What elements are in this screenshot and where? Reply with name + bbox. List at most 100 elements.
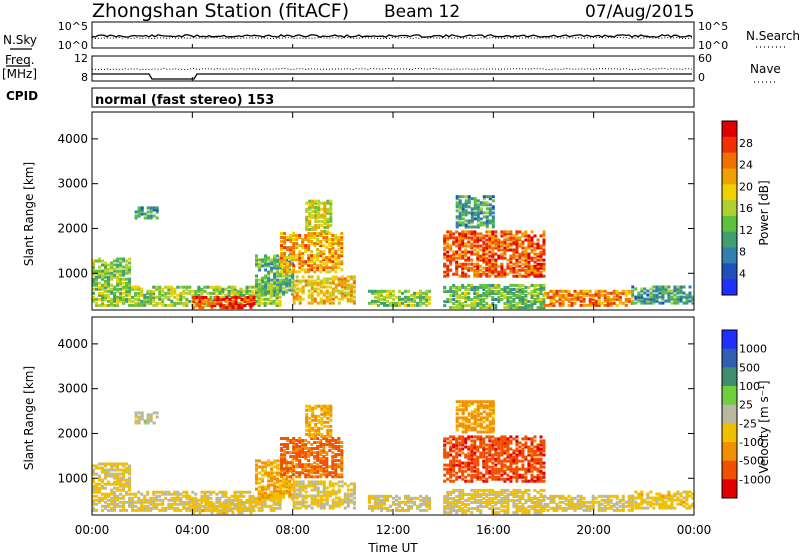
power-cell	[137, 208, 141, 212]
power-cell	[119, 273, 123, 277]
power-cell	[328, 299, 332, 303]
power-cell	[295, 291, 299, 295]
power-cell	[307, 240, 311, 243]
power-cell	[295, 283, 299, 287]
velocity-cell	[176, 508, 180, 512]
velocity-cell	[222, 505, 226, 509]
power-cell	[621, 291, 625, 295]
power-cell	[255, 288, 258, 292]
power-cell	[497, 238, 501, 242]
power-cell	[591, 295, 595, 299]
power-cell	[304, 268, 308, 272]
power-cell	[497, 290, 501, 293]
power-cell	[631, 289, 635, 293]
power-cell	[461, 213, 465, 217]
velocity-cell	[473, 501, 477, 504]
velocity-cell	[512, 467, 516, 471]
velocity-cell	[152, 421, 156, 425]
power-cell	[500, 270, 504, 274]
velocity-cell	[291, 459, 295, 463]
velocity-cell	[185, 492, 189, 496]
power-cell	[98, 259, 101, 263]
power-cell	[446, 242, 450, 246]
velocity-cell	[134, 419, 138, 423]
velocity-cell	[452, 435, 456, 439]
velocity-cell	[494, 467, 498, 471]
power-cell	[334, 236, 338, 239]
velocity-cell	[449, 475, 453, 479]
power-cell	[479, 203, 483, 207]
velocity-cell	[542, 471, 546, 475]
power-cell	[322, 293, 326, 297]
power-cell	[500, 264, 504, 268]
power-cell	[264, 262, 268, 266]
power-cell	[276, 278, 280, 282]
power-cell	[261, 280, 265, 284]
velocity-cell	[503, 469, 507, 473]
velocity-cell	[470, 414, 474, 418]
power-cell	[101, 303, 104, 307]
velocity-cell	[491, 461, 495, 465]
velocity-cell	[298, 500, 302, 504]
power-cell	[373, 295, 377, 299]
power-cell	[116, 275, 120, 279]
velocity-cell	[319, 443, 323, 446]
power-cell	[485, 268, 489, 272]
velocity-cell	[524, 467, 528, 471]
velocity-cell	[270, 463, 274, 467]
velocity-cell	[325, 486, 329, 490]
velocity-cell	[452, 467, 456, 471]
power-cell	[515, 240, 519, 244]
power-cell	[101, 271, 104, 275]
velocity-cell	[524, 455, 528, 459]
velocity-cell	[467, 447, 471, 451]
power-cell	[119, 277, 123, 281]
velocity-cell	[446, 471, 450, 475]
velocity-cell	[316, 453, 320, 457]
power-cell	[467, 236, 471, 240]
power-cell	[326, 201, 330, 205]
power-cell	[555, 291, 559, 295]
velocity-cell	[494, 441, 498, 445]
power-cell	[285, 288, 289, 292]
power-cell	[113, 285, 117, 289]
velocity-cell	[301, 500, 305, 504]
velocity-cell	[322, 488, 326, 492]
power-cell	[446, 268, 450, 272]
power-cell	[661, 301, 665, 305]
power-cell	[667, 289, 671, 293]
velocity-cell	[449, 447, 453, 451]
velocity-cell	[446, 503, 450, 506]
velocity-cell	[206, 496, 210, 500]
velocity-cell	[503, 463, 507, 467]
cpid-value: normal (fast stereo) 153	[95, 93, 274, 108]
power-cell	[292, 289, 296, 293]
velocity-cell	[243, 509, 247, 513]
power-cell	[308, 207, 312, 211]
power-cell	[239, 291, 243, 295]
power-cell	[497, 292, 501, 295]
velocity-cell	[503, 459, 507, 463]
power-cell	[325, 266, 329, 270]
velocity-cell	[527, 445, 531, 449]
power-cell	[503, 306, 507, 310]
velocity-cell	[512, 455, 516, 459]
power-cell	[452, 290, 456, 293]
power-cell	[476, 238, 480, 242]
power-cell	[449, 288, 453, 291]
velocity-cell	[491, 499, 495, 502]
velocity-cell	[288, 485, 292, 489]
power-cell	[527, 234, 531, 238]
velocity-cell	[280, 447, 284, 450]
velocity-cell	[500, 445, 504, 449]
velocity-cell	[458, 453, 462, 457]
power-cell	[467, 232, 471, 236]
velocity-cell	[313, 451, 317, 455]
velocity-cell	[331, 467, 335, 471]
power-cell	[539, 250, 543, 254]
velocity-cell	[488, 400, 492, 404]
velocity-cell	[301, 494, 305, 498]
velocity-cell	[92, 478, 95, 482]
power-cell	[506, 296, 510, 299]
velocity-cell	[497, 471, 501, 475]
